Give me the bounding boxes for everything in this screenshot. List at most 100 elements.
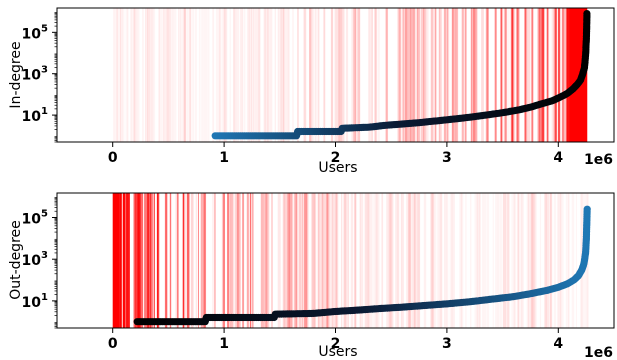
background-band bbox=[325, 193, 329, 328]
background-band bbox=[283, 193, 285, 328]
background-band bbox=[530, 193, 534, 328]
background-band bbox=[131, 8, 134, 142]
background-band bbox=[127, 193, 130, 328]
background-band bbox=[137, 8, 140, 142]
background-band bbox=[504, 193, 506, 328]
background-band bbox=[309, 8, 313, 142]
background-band bbox=[544, 193, 548, 328]
background-band bbox=[385, 8, 388, 142]
background-band bbox=[465, 193, 467, 328]
background-band bbox=[546, 8, 549, 142]
background-band bbox=[367, 193, 370, 328]
background-band bbox=[575, 193, 577, 328]
background-band bbox=[188, 8, 192, 142]
background-band bbox=[512, 8, 515, 142]
background-band bbox=[242, 193, 244, 328]
background-band bbox=[260, 193, 264, 328]
background-band bbox=[221, 193, 225, 328]
background-band bbox=[153, 8, 156, 142]
background-band bbox=[389, 193, 393, 328]
background-band bbox=[336, 193, 338, 328]
background-band bbox=[560, 193, 562, 328]
background-band bbox=[190, 193, 194, 328]
background-band bbox=[198, 193, 199, 328]
background-band bbox=[336, 8, 340, 142]
background-band bbox=[299, 193, 303, 328]
background-band bbox=[497, 193, 499, 328]
background-band bbox=[503, 8, 507, 142]
background-band bbox=[212, 193, 215, 328]
background-band bbox=[402, 8, 404, 142]
background-band bbox=[319, 193, 321, 328]
background-band bbox=[134, 193, 137, 328]
background-band bbox=[311, 193, 314, 328]
background-band bbox=[323, 8, 326, 142]
background-band bbox=[564, 8, 566, 142]
background-band bbox=[334, 193, 337, 328]
background-band bbox=[515, 8, 518, 142]
background-band bbox=[202, 193, 206, 328]
background-band bbox=[475, 8, 477, 142]
background-band bbox=[532, 193, 535, 328]
background-band bbox=[343, 193, 346, 328]
background-band bbox=[397, 193, 400, 328]
background-band bbox=[547, 8, 550, 142]
background-band bbox=[557, 8, 561, 142]
background-band bbox=[524, 8, 528, 142]
y-tick-label: 101 bbox=[22, 106, 48, 125]
background-band bbox=[166, 8, 170, 142]
x-tick-label: 4 bbox=[553, 336, 563, 352]
background-band bbox=[337, 8, 340, 142]
out-degree-x-offset-label: 1e6 bbox=[584, 345, 613, 360]
in-degree-x-axis-label: Users bbox=[318, 160, 357, 176]
background-band bbox=[549, 193, 552, 328]
background-band bbox=[449, 193, 453, 328]
background-band bbox=[520, 193, 523, 328]
background-band bbox=[212, 8, 215, 142]
background-band bbox=[442, 8, 445, 142]
background-band bbox=[388, 193, 391, 328]
background-band bbox=[504, 8, 506, 142]
background-band bbox=[351, 8, 355, 142]
data-point bbox=[583, 10, 591, 18]
background-band bbox=[265, 8, 267, 142]
background-band bbox=[253, 8, 255, 142]
background-band bbox=[258, 8, 260, 142]
background-band bbox=[553, 8, 555, 142]
background-band bbox=[439, 193, 442, 328]
background-band bbox=[183, 8, 186, 142]
background-band bbox=[172, 8, 174, 142]
background-band bbox=[528, 193, 530, 328]
background-band bbox=[116, 8, 118, 142]
background-band bbox=[418, 193, 421, 328]
background-band bbox=[413, 193, 417, 328]
background-band bbox=[323, 8, 326, 142]
background-band bbox=[404, 8, 408, 142]
background-band bbox=[183, 8, 187, 142]
background-band bbox=[508, 193, 510, 328]
background-band bbox=[407, 8, 410, 142]
background-band bbox=[424, 8, 428, 142]
x-tick-label: 3 bbox=[442, 150, 452, 166]
background-band bbox=[432, 193, 435, 328]
background-band bbox=[368, 193, 370, 328]
background-band bbox=[246, 193, 249, 328]
background-band bbox=[265, 193, 268, 328]
background-band bbox=[289, 193, 293, 328]
background-band bbox=[554, 8, 557, 142]
background-band bbox=[454, 8, 457, 142]
background-band bbox=[422, 8, 424, 142]
background-band bbox=[430, 193, 433, 328]
background-band bbox=[274, 8, 276, 142]
background-band bbox=[304, 193, 307, 328]
background-band bbox=[119, 8, 121, 142]
background-band bbox=[559, 193, 561, 328]
background-band bbox=[142, 8, 144, 142]
background-band bbox=[478, 193, 481, 328]
background-band bbox=[520, 193, 523, 328]
background-band bbox=[565, 8, 568, 142]
background-band bbox=[305, 193, 308, 328]
background-band bbox=[359, 193, 361, 328]
background-band bbox=[153, 193, 155, 328]
